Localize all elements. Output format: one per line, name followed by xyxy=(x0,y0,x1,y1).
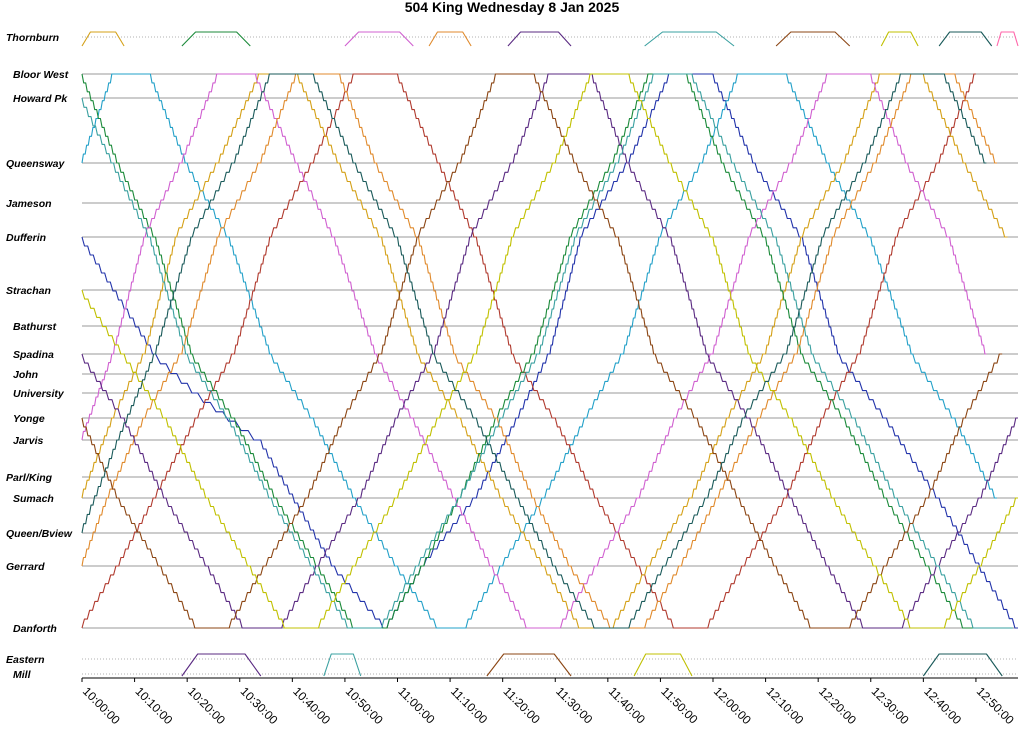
vehicle-trace xyxy=(81,73,1008,629)
loop-trace xyxy=(880,31,919,47)
x-tick-label: 12:20:00 xyxy=(816,684,859,727)
stop-label: Gerrard xyxy=(6,561,45,573)
stop-label: Eastern xyxy=(6,654,45,666)
chart-title: 504 King Wednesday 8 Jan 2025 xyxy=(405,0,620,15)
stop-label: Howard Pk xyxy=(13,93,68,105)
loop-trace xyxy=(486,653,572,677)
stop-label: John xyxy=(13,369,38,381)
stop-label: Dufferin xyxy=(6,232,46,244)
vehicle-trace xyxy=(81,73,1013,629)
loop-trace xyxy=(633,653,693,677)
vehicle-trace xyxy=(81,73,1018,629)
vehicle-trace xyxy=(81,73,987,629)
vehicle-traces xyxy=(81,31,1019,677)
loop-trace xyxy=(181,653,262,677)
stop-label: Bloor West xyxy=(13,69,69,81)
vehicle-trace xyxy=(81,73,1018,629)
loop-trace xyxy=(81,31,125,47)
vehicle-trace xyxy=(81,73,976,629)
stop-label: Queensway xyxy=(6,158,66,170)
x-tick-label: 12:30:00 xyxy=(869,684,912,727)
vehicle-trace xyxy=(81,73,987,629)
stop-label: Thornburn xyxy=(6,32,59,44)
vehicle-trace xyxy=(81,73,1003,629)
x-tick-label: 12:10:00 xyxy=(763,684,806,727)
stop-label: Mill xyxy=(13,669,32,681)
x-tick-label: 11:30:00 xyxy=(553,684,596,727)
loop-trace xyxy=(507,31,572,47)
stop-label: Jameson xyxy=(6,198,52,210)
loop-trace xyxy=(938,31,993,47)
stop-label: Yonge xyxy=(13,413,45,425)
x-tick-label: 11:50:00 xyxy=(658,684,701,727)
vehicle-trace xyxy=(81,73,1003,629)
vehicle-trace xyxy=(81,73,997,629)
x-tick-label: 11:00:00 xyxy=(395,684,438,727)
x-tick-label: 12:00:00 xyxy=(711,684,754,727)
x-tick-label: 11:40:00 xyxy=(606,684,649,727)
stop-label: Strachan xyxy=(6,285,51,297)
stop-label: Bathurst xyxy=(13,321,57,333)
x-tick-label: 10:30:00 xyxy=(238,684,281,727)
stop-label: Jarvis xyxy=(13,435,44,447)
x-tick-label: 10:10:00 xyxy=(132,684,175,727)
x-tick-label: 10:00:00 xyxy=(80,684,123,727)
stop-label: Danforth xyxy=(13,623,57,635)
stop-label: Queen/Bview xyxy=(6,528,73,540)
x-tick-label: 12:50:00 xyxy=(974,684,1017,727)
stop-labels: Thornburn Bloor West Howard Pk Queensway Jam… xyxy=(6,32,73,681)
x-axis: 10:00:00 10:10:00 10:20:00 10:30:00 10:40:00… xyxy=(80,677,1018,727)
loop-trace xyxy=(323,653,362,677)
x-tick-label: 11:20:00 xyxy=(501,684,544,727)
loop-trace xyxy=(428,31,472,47)
loop-trace xyxy=(922,653,1003,677)
stop-label: University xyxy=(13,388,65,400)
stop-label: Sumach xyxy=(13,493,54,505)
stop-label: Parl/King xyxy=(6,472,53,484)
loop-trace xyxy=(775,31,851,47)
x-tick-label: 10:50:00 xyxy=(343,684,386,727)
x-tick-label: 10:20:00 xyxy=(185,684,228,727)
loop-trace xyxy=(181,31,251,47)
stop-label: Spadina xyxy=(13,349,54,361)
loop-trace xyxy=(996,31,1019,47)
vehicle-trace xyxy=(81,73,997,629)
x-tick-label: 10:40:00 xyxy=(290,684,333,727)
x-tick-label: 11:10:00 xyxy=(448,684,491,727)
x-tick-label: 12:40:00 xyxy=(921,684,964,727)
loop-trace xyxy=(644,31,735,47)
loop-trace xyxy=(344,31,414,47)
